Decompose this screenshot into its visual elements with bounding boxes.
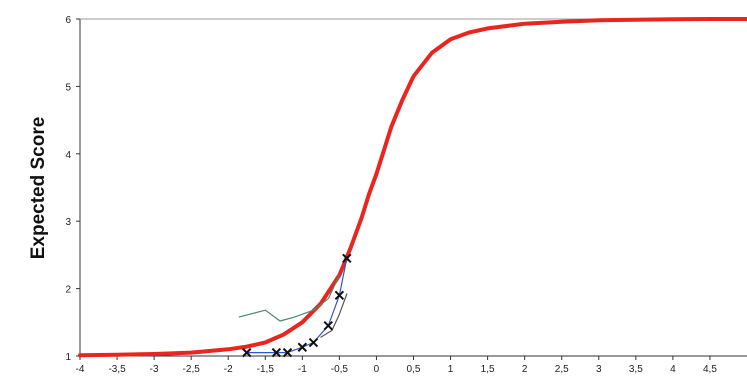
x-tick-label: 3,5	[629, 364, 643, 375]
x-tick-label: 0,5	[407, 364, 421, 375]
observed-point-marker	[334, 290, 345, 301]
x-tick-label: -1	[298, 364, 307, 375]
y-axis-title: Expected Score	[28, 117, 49, 260]
observed-means-line	[246, 257, 348, 354]
upper-band-line	[238, 274, 340, 322]
y-tick-label: 1	[65, 352, 71, 363]
marker-stroke	[282, 347, 293, 358]
observed-point-marker	[342, 253, 352, 263]
lower-band-line	[320, 293, 348, 338]
x-tick-label: 0	[374, 364, 380, 375]
x-tick-label: 4,5	[703, 364, 717, 375]
x-tick-label: 4	[670, 364, 676, 375]
x-tick-label: 1,5	[481, 364, 495, 375]
observed-point-marker	[271, 347, 282, 358]
marker-stroke	[242, 347, 252, 358]
x-tick-label: -2,5	[183, 364, 201, 375]
x-tick-label: 2,5	[555, 364, 569, 375]
y-tick-label: 2	[65, 285, 71, 296]
observed-point-marker	[308, 337, 319, 348]
y-tick-label: 4	[65, 150, 71, 161]
x-tick-label: -2	[224, 364, 233, 375]
model-curve-line	[78, 17, 747, 358]
marker-stroke	[342, 253, 352, 263]
x-tick-label: -3	[150, 364, 159, 375]
marker-stroke	[308, 337, 319, 348]
observed-point-marker	[282, 347, 293, 358]
x-tick-label: 1	[448, 364, 454, 375]
observed-point-marker	[297, 342, 308, 352]
observed-point-marker	[242, 347, 252, 358]
marker-stroke	[297, 342, 308, 352]
x-tick-label: 3	[596, 364, 602, 375]
marker-stroke	[334, 290, 345, 301]
y-tick-label: 3	[65, 217, 71, 228]
x-tick-label: -4	[76, 364, 85, 375]
marker-stroke	[323, 320, 333, 331]
y-tick-label: 6	[65, 15, 71, 26]
y-tick-label: 5	[65, 82, 71, 93]
marker-stroke	[271, 347, 282, 358]
x-tick-label: -1,5	[257, 364, 275, 375]
x-tick-label: 2	[522, 364, 528, 375]
x-tick-label: -3,5	[108, 364, 126, 375]
observed-point-marker	[323, 320, 333, 331]
x-tick-label: -0,5	[331, 364, 349, 375]
